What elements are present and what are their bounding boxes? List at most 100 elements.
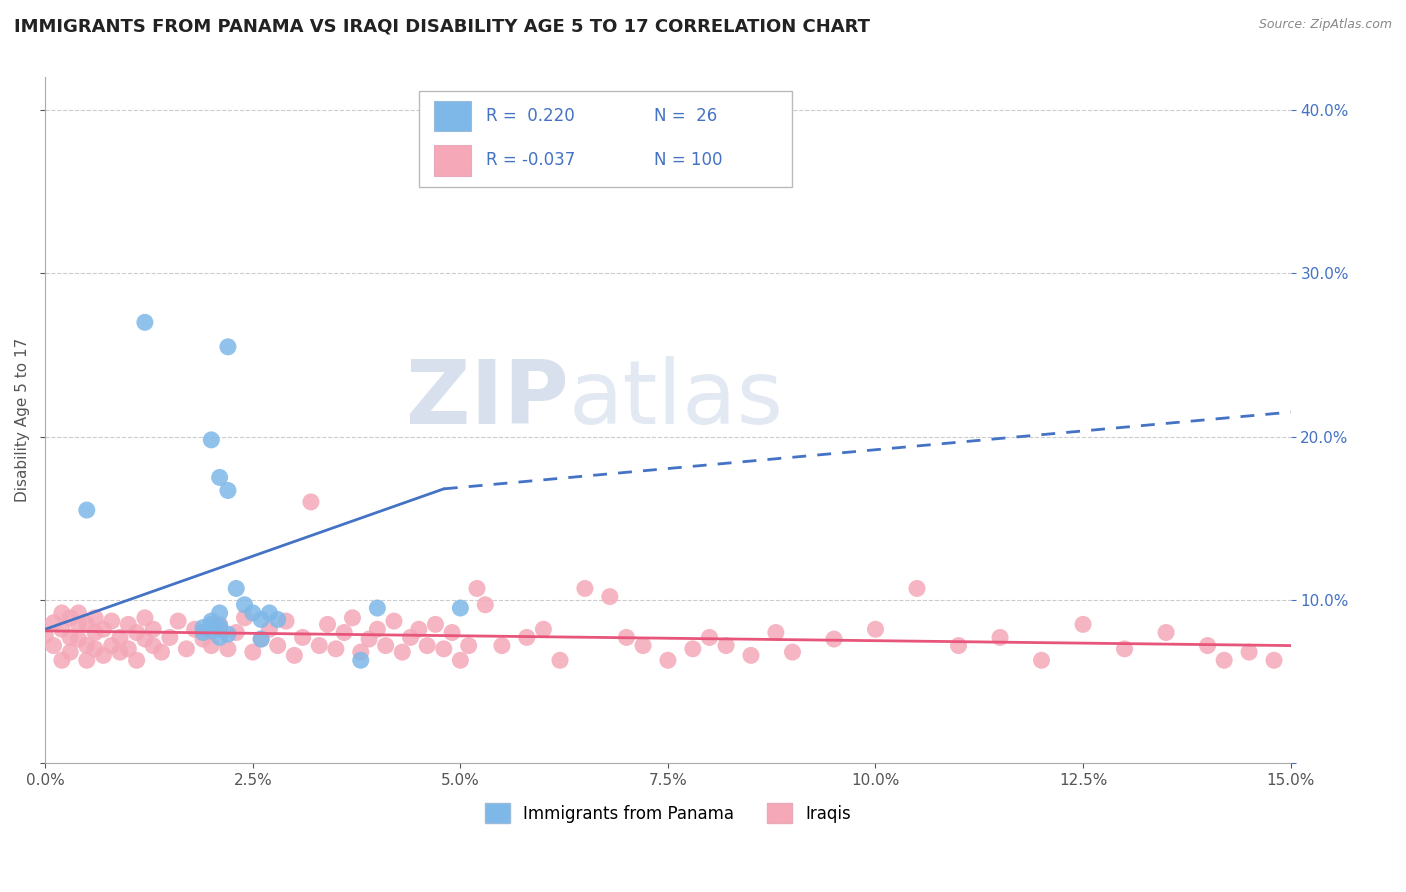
Point xyxy=(1197,639,1219,653)
Point xyxy=(357,632,380,646)
Text: atlas: atlas xyxy=(568,356,783,443)
Point xyxy=(191,621,214,635)
Legend: Immigrants from Panama, Iraqis: Immigrants from Panama, Iraqis xyxy=(485,803,851,823)
Point xyxy=(108,631,131,645)
Point xyxy=(316,617,339,632)
Point xyxy=(474,598,496,612)
Point xyxy=(574,582,596,596)
Point xyxy=(416,639,439,653)
Point xyxy=(51,606,73,620)
Point xyxy=(100,639,122,653)
Point xyxy=(1071,617,1094,632)
Point xyxy=(76,653,98,667)
Point xyxy=(366,601,388,615)
Point xyxy=(159,631,181,645)
Text: ZIP: ZIP xyxy=(405,356,568,443)
Point xyxy=(233,611,256,625)
Point xyxy=(208,617,231,632)
Point xyxy=(491,639,513,653)
Point xyxy=(250,632,273,646)
Point xyxy=(465,582,488,596)
Point xyxy=(93,622,115,636)
Point xyxy=(374,639,396,653)
Point xyxy=(191,625,214,640)
Point xyxy=(516,631,538,645)
Point xyxy=(59,631,82,645)
Point xyxy=(67,617,90,632)
Point xyxy=(1154,625,1177,640)
Point xyxy=(267,639,290,653)
Point xyxy=(84,641,107,656)
Point xyxy=(142,639,165,653)
Point xyxy=(142,622,165,636)
Point xyxy=(350,645,373,659)
Point xyxy=(67,606,90,620)
Point xyxy=(200,639,222,653)
Point xyxy=(200,433,222,447)
Point xyxy=(217,627,239,641)
Point xyxy=(76,503,98,517)
Point xyxy=(176,641,198,656)
Point xyxy=(233,598,256,612)
Point xyxy=(366,622,388,636)
Point xyxy=(948,639,970,653)
Point xyxy=(425,617,447,632)
Point xyxy=(134,611,156,625)
Point xyxy=(325,641,347,656)
Point xyxy=(267,612,290,626)
Point xyxy=(441,625,464,640)
Point xyxy=(59,645,82,659)
Point xyxy=(150,645,173,659)
Point xyxy=(134,632,156,646)
Point xyxy=(167,614,190,628)
Point xyxy=(200,614,222,628)
Point xyxy=(1213,653,1236,667)
Point xyxy=(391,645,413,659)
Point xyxy=(657,653,679,667)
Point xyxy=(84,625,107,640)
Point xyxy=(200,617,222,632)
Point xyxy=(408,622,430,636)
Point xyxy=(208,470,231,484)
Point xyxy=(84,611,107,625)
Point xyxy=(599,590,621,604)
Point xyxy=(740,648,762,663)
Point xyxy=(699,631,721,645)
Point xyxy=(76,639,98,653)
Point xyxy=(1114,641,1136,656)
Point xyxy=(988,631,1011,645)
Point xyxy=(342,611,364,625)
Point xyxy=(548,653,571,667)
Point xyxy=(51,622,73,636)
Point xyxy=(449,653,471,667)
Point xyxy=(208,619,231,633)
Point xyxy=(865,622,887,636)
Point xyxy=(125,653,148,667)
Point xyxy=(905,582,928,596)
Point xyxy=(382,614,405,628)
Point xyxy=(782,645,804,659)
Point xyxy=(67,632,90,646)
Point xyxy=(93,648,115,663)
Point xyxy=(42,615,65,630)
Point xyxy=(217,483,239,498)
Point xyxy=(616,631,638,645)
Point xyxy=(308,639,330,653)
Point xyxy=(291,631,314,645)
Point xyxy=(714,639,737,653)
Point xyxy=(59,611,82,625)
Point xyxy=(433,641,456,656)
Point xyxy=(299,495,322,509)
Point xyxy=(399,631,422,645)
Y-axis label: Disability Age 5 to 17: Disability Age 5 to 17 xyxy=(15,338,30,502)
Point xyxy=(765,625,787,640)
Point xyxy=(457,639,479,653)
Point xyxy=(242,606,264,620)
Text: IMMIGRANTS FROM PANAMA VS IRAQI DISABILITY AGE 5 TO 17 CORRELATION CHART: IMMIGRANTS FROM PANAMA VS IRAQI DISABILI… xyxy=(14,18,870,36)
Point xyxy=(117,641,139,656)
Point xyxy=(1031,653,1053,667)
Text: Source: ZipAtlas.com: Source: ZipAtlas.com xyxy=(1258,18,1392,31)
Point xyxy=(350,653,373,667)
Point xyxy=(823,632,845,646)
Point xyxy=(449,601,471,615)
